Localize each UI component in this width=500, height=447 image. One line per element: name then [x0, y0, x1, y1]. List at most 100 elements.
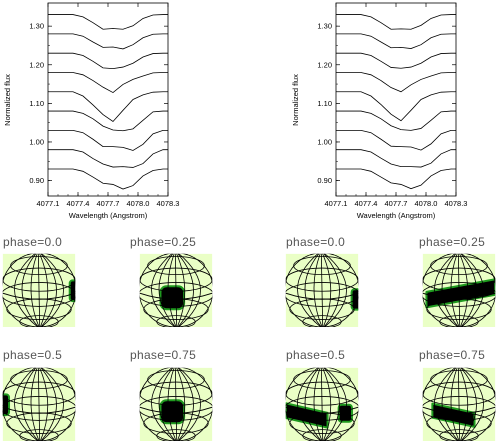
- spectrum-line: [336, 33, 456, 49]
- longitude-line: [14, 367, 39, 441]
- sphere-map: [422, 253, 496, 328]
- longitude-line: [457, 253, 461, 328]
- longitude-line: [21, 253, 40, 328]
- spectrum-line: [336, 168, 456, 190]
- phase-label: phase=0.5: [3, 348, 62, 362]
- longitude-line: [441, 253, 460, 328]
- spectrum-line: [336, 91, 456, 122]
- longitude-line: [30, 253, 40, 328]
- spectrum-line: [48, 33, 168, 50]
- longitude-line: [320, 253, 324, 328]
- longitude-line: [322, 253, 332, 328]
- spot: [431, 402, 476, 428]
- longitude-line: [460, 367, 477, 441]
- x-tick-label: 4077.4: [67, 199, 90, 208]
- longitude-line: [39, 253, 49, 328]
- longitude-line: [297, 253, 322, 328]
- x-tick-label: 4078.3: [157, 199, 180, 208]
- equator-line: [2, 406, 76, 414]
- phase-label: phase=0.5: [286, 348, 345, 362]
- x-tick-label: 4078.0: [127, 199, 150, 208]
- x-tick-label: 4077.4: [355, 199, 378, 208]
- longitude-line: [177, 367, 194, 441]
- longitude-line: [167, 367, 177, 441]
- longitude-line: [177, 367, 201, 441]
- equator-line: [422, 406, 496, 414]
- longitude-line: [450, 367, 460, 441]
- longitude-line: [174, 253, 178, 328]
- equator-line: [2, 292, 76, 300]
- spectrum-line: [48, 72, 168, 94]
- longitude-line: [174, 367, 178, 441]
- x-tick-label: 4077.1: [325, 199, 348, 208]
- longitude-line: [39, 367, 49, 441]
- x-tick-label: 4078.3: [445, 199, 468, 208]
- longitude-line: [441, 367, 460, 441]
- longitude-line: [459, 253, 469, 328]
- sphere-map: [285, 367, 359, 441]
- y-tick-label: 1.10: [29, 99, 44, 108]
- longitude-line: [304, 253, 323, 328]
- longitude-line: [167, 253, 177, 328]
- longitude-line: [450, 253, 460, 328]
- longitude-line: [323, 253, 347, 328]
- phase-label: phase=0.25: [419, 235, 485, 249]
- sphere-map: [139, 253, 213, 328]
- y-tick-label: 0.90: [317, 176, 332, 185]
- x-tick-label: 4077.1: [37, 199, 60, 208]
- spectrum-line: [48, 91, 168, 123]
- y-tick-label: 1.20: [317, 60, 332, 69]
- spectrum-line: [48, 149, 168, 168]
- equator-line: [422, 292, 496, 300]
- longitude-line: [158, 367, 177, 441]
- longitude-line: [40, 253, 64, 328]
- sphere-outline: [285, 253, 359, 328]
- phase-label: phase=0.0: [3, 235, 62, 249]
- longitude-line: [151, 367, 176, 441]
- sphere-map: [2, 253, 76, 328]
- sphere-outline: [139, 253, 213, 328]
- spectrum-line: [336, 110, 456, 131]
- sphere-outline: [2, 253, 76, 328]
- longitude-line: [460, 253, 477, 328]
- longitude-line: [177, 253, 201, 328]
- longitude-line: [457, 367, 461, 441]
- longitude-line: [304, 367, 323, 441]
- phase-label: phase=0.0: [286, 235, 345, 249]
- longitude-line: [297, 367, 322, 441]
- longitude-line: [40, 253, 57, 328]
- y-tick-label: 1.00: [317, 137, 332, 146]
- plot-left: 4077.1 4077.4 4077.7 4078.0 4078.3 0.90 1.00 1.…: [3, 2, 180, 220]
- plot-right: 4077.1 4077.4 4077.7 4078.0 4078.3 0.90 1.00 1.…: [291, 2, 468, 220]
- y-tick-label: 1.30: [317, 22, 332, 31]
- sphere-map: [139, 367, 213, 441]
- longitude-line: [434, 367, 459, 441]
- longitude-line: [177, 253, 194, 328]
- longitude-line: [176, 253, 186, 328]
- spectrum-line: [336, 72, 456, 93]
- longitude-line: [21, 367, 40, 441]
- phase-label: phase=0.25: [130, 235, 196, 249]
- longitude-line: [313, 253, 323, 328]
- longitude-line: [320, 367, 324, 441]
- spectrum-line: [48, 52, 168, 70]
- longitude-line: [176, 367, 186, 441]
- longitude-line: [158, 253, 177, 328]
- longitude-line: [40, 367, 64, 441]
- spectrum-line: [48, 14, 168, 30]
- equator-line: [139, 292, 213, 300]
- sphere-map: [2, 367, 76, 441]
- longitude-line: [151, 253, 176, 328]
- y-axis-label: Normalized flux: [291, 74, 300, 126]
- equator-line: [285, 292, 359, 300]
- y-tick-label: 0.90: [29, 176, 44, 185]
- phase-label: phase=0.75: [130, 348, 196, 362]
- longitude-line: [459, 367, 469, 441]
- longitude-line: [40, 367, 57, 441]
- spectrum-line: [336, 149, 456, 168]
- y-axis-label: Normalized flux: [3, 74, 12, 126]
- y-tick-label: 1.10: [317, 99, 332, 108]
- y-tick-label: 1.20: [29, 60, 44, 69]
- x-tick-label: 4078.0: [415, 199, 438, 208]
- longitude-line: [323, 367, 347, 441]
